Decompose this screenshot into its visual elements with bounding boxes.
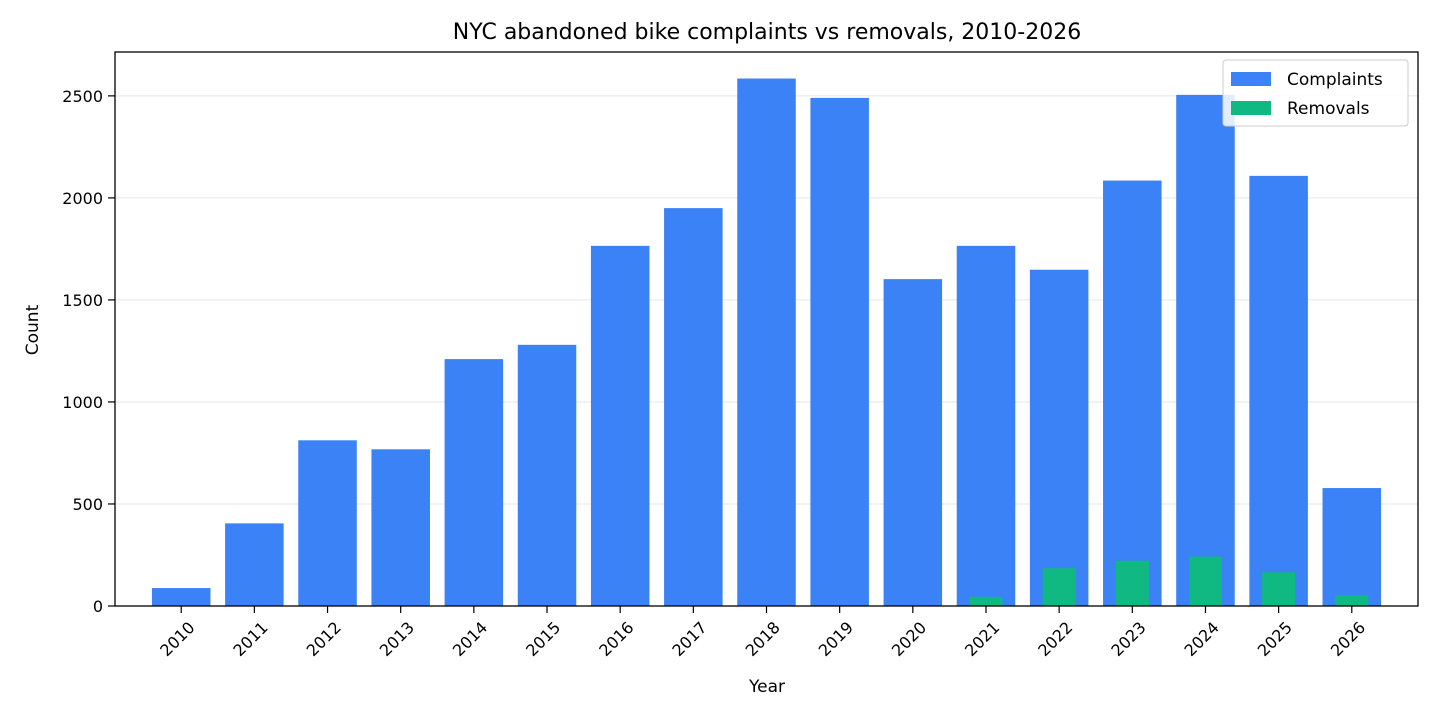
- y-tick-label: 2500: [62, 87, 103, 106]
- y-tick-label: 2000: [62, 189, 103, 208]
- x-tick-label: 2020: [888, 618, 930, 660]
- complaints-bar-2011: [225, 523, 284, 606]
- complaints-bar-2023: [1103, 180, 1162, 606]
- x-tick-label: 2015: [522, 618, 564, 660]
- x-tick-label: 2011: [229, 618, 271, 660]
- legend-label: Complaints: [1287, 70, 1383, 90]
- complaints-bar-2017: [664, 208, 723, 607]
- y-tick-label: 0: [93, 597, 103, 616]
- x-tick-label: 2025: [1254, 618, 1296, 660]
- x-tick-label: 2014: [449, 618, 491, 660]
- x-axis-label: Year: [748, 677, 785, 697]
- legend: Complaints Removals: [1222, 59, 1409, 127]
- y-tick-label: 1500: [62, 291, 103, 310]
- x-tick-label: 2021: [961, 618, 1003, 660]
- complaints-bar-2026: [1322, 488, 1382, 606]
- legend-swatch: [1231, 101, 1271, 115]
- legend-swatch: [1231, 72, 1271, 86]
- x-tick-label: 2017: [668, 618, 710, 660]
- complaints-bar-2013: [371, 449, 430, 606]
- complaints-bar-2010: [151, 588, 211, 606]
- complaints-bar-2025: [1249, 175, 1308, 606]
- x-tick-label: 2016: [595, 618, 637, 660]
- complaints-bar-2018: [737, 78, 796, 606]
- x-tick-label: 2023: [1107, 618, 1149, 660]
- x-axis: 2010 2011 2012 2013 2014 2015 2016 2017 2018 2019…: [156, 606, 1369, 660]
- complaints-bar-2014: [444, 359, 504, 606]
- x-tick-label: 2026: [1327, 618, 1369, 660]
- complaints-bar-2015: [517, 344, 577, 606]
- x-tick-label: 2019: [815, 618, 857, 660]
- complaints-bar-2020: [883, 279, 943, 606]
- removals-bar-2025: [1262, 572, 1296, 606]
- legend-label: Removals: [1287, 99, 1370, 119]
- complaints-bar-2016: [590, 245, 650, 606]
- y-tick-label: 1000: [62, 393, 103, 412]
- chart-title: NYC abandoned bike complaints vs removal…: [453, 20, 1081, 45]
- y-tick-label: 500: [72, 495, 103, 514]
- y-axis: 0 500 1000 1500 2000 2500: [62, 87, 115, 616]
- x-tick-label: 2024: [1181, 618, 1223, 660]
- removals-bar-2026: [1335, 595, 1369, 606]
- removals-bar-2023: [1115, 560, 1149, 606]
- x-tick-label: 2013: [376, 618, 418, 660]
- removals-bar-2022: [1042, 568, 1076, 606]
- complaints-bar-2019: [810, 97, 869, 606]
- x-tick-label: 2012: [303, 618, 345, 660]
- complaints-bar-2022: [1029, 269, 1089, 606]
- complaints-bar-2021: [956, 245, 1016, 606]
- x-tick-label: 2022: [1034, 618, 1076, 660]
- removals-bar-2021: [969, 596, 1003, 606]
- x-tick-label: 2010: [156, 618, 198, 660]
- complaints-bar-2012: [298, 440, 357, 606]
- bars: [151, 78, 1382, 607]
- x-tick-label: 2018: [742, 618, 784, 660]
- y-axis-label: Count: [23, 304, 43, 355]
- removals-bar-2024: [1189, 556, 1222, 606]
- complaints-bar-2024: [1176, 94, 1235, 606]
